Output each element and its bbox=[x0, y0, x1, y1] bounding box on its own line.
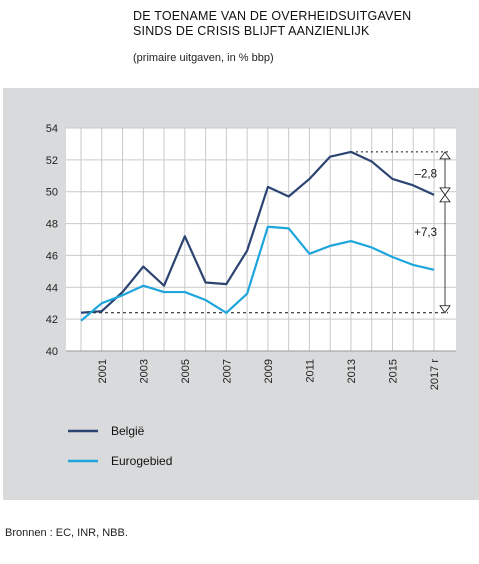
y-tick-label: 48 bbox=[46, 219, 58, 231]
x-tick-label: 2013 bbox=[346, 359, 358, 383]
arrowhead-mid-up bbox=[439, 194, 451, 203]
series-line-belgie bbox=[80, 150, 435, 314]
arrowhead-mid-down bbox=[439, 187, 451, 196]
arrowhead-bottom bbox=[439, 305, 451, 314]
y-tick-label: 42 bbox=[46, 314, 58, 326]
y-tick-label: 40 bbox=[46, 346, 58, 358]
legend-label-eurogebied: Eurogebied bbox=[111, 454, 172, 468]
series-line-eurogebied bbox=[80, 225, 435, 322]
plot-area bbox=[66, 128, 456, 351]
chart-subtitle: (primaire uitgaven, in % bbp) bbox=[133, 52, 274, 64]
source-note: Bronnen : EC, INR, NBB. bbox=[5, 527, 128, 539]
legend: België Eurogebied bbox=[68, 424, 172, 468]
y-tick-label: 52 bbox=[46, 155, 58, 167]
chart-title-line-2: SINDS DE CRISIS BLIJFT AANZIENLIJK bbox=[133, 24, 370, 38]
x-tick-label: 2017 r bbox=[429, 359, 441, 391]
x-tick-label: 2005 bbox=[180, 359, 192, 383]
reference-lines bbox=[81, 151, 448, 314]
y-tick-label: 54 bbox=[46, 123, 58, 135]
y-axis-ticks: 40 42 44 46 48 50 52 54 bbox=[46, 123, 58, 358]
arrowhead-top bbox=[439, 151, 451, 160]
series-lines bbox=[80, 150, 435, 322]
x-tick-label: 2015 bbox=[387, 359, 399, 383]
y-tick-label: 50 bbox=[46, 187, 58, 199]
x-tick-label: 2011 bbox=[304, 359, 316, 383]
gridlines bbox=[66, 127, 456, 352]
chart-title: DE TOENAME VAN DE OVERHEIDSUITGAVEN SIND… bbox=[133, 9, 411, 39]
annotation-label-increase: +7,3 bbox=[414, 227, 437, 239]
x-tick-label: 2001 bbox=[97, 359, 109, 383]
chart-title-line-1: DE TOENAME VAN DE OVERHEIDSUITGAVEN bbox=[133, 9, 412, 23]
x-tick-label: 2009 bbox=[263, 359, 275, 383]
legend-label-belgie: België bbox=[111, 424, 145, 438]
annotations: –2,8 +7,3 bbox=[414, 151, 451, 314]
y-tick-label: 46 bbox=[46, 250, 58, 262]
annotation-label-decrease: –2,8 bbox=[415, 168, 437, 180]
x-tick-label: 2007 bbox=[221, 359, 233, 383]
x-tick-label: 2003 bbox=[138, 359, 150, 383]
x-axis-ticks: 2001 2003 2005 2007 2009 2011 2013 2015 2017 r bbox=[97, 359, 441, 391]
y-tick-label: 44 bbox=[46, 282, 58, 294]
